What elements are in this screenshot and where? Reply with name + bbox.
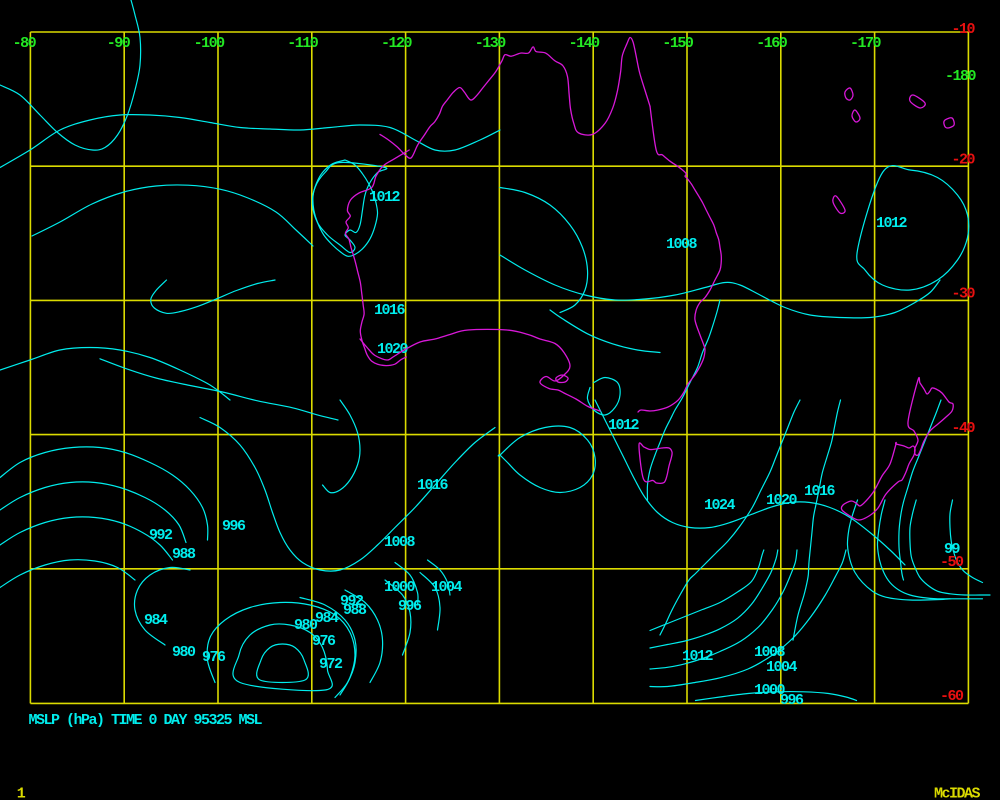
svg-text:984: 984	[315, 610, 339, 627]
svg-text:-10: -10	[952, 21, 976, 38]
svg-text:-170: -170	[850, 35, 882, 52]
svg-text:980: 980	[172, 644, 196, 661]
svg-text:-60: -60	[940, 688, 964, 705]
svg-text:1024: 1024	[704, 497, 736, 514]
svg-text:1016: 1016	[804, 483, 836, 500]
svg-text:-140: -140	[569, 35, 601, 52]
svg-text:1000: 1000	[384, 579, 416, 596]
svg-text:-180: -180	[945, 68, 977, 85]
svg-text:976: 976	[202, 649, 226, 666]
svg-text:1012: 1012	[369, 189, 401, 206]
svg-text:MSLP (hPa) TIME 0 DAY 95325 MS: MSLP (hPa) TIME 0 DAY 95325 MSL	[29, 712, 263, 729]
svg-text:1012: 1012	[682, 648, 714, 665]
svg-text:-30: -30	[952, 286, 976, 303]
svg-text:-50: -50	[940, 554, 964, 571]
svg-text:1004: 1004	[431, 579, 463, 596]
svg-text:996: 996	[780, 692, 804, 709]
svg-text:992: 992	[149, 527, 173, 544]
svg-text:1004: 1004	[766, 659, 798, 676]
svg-text:-90: -90	[107, 35, 131, 52]
svg-text:1016: 1016	[374, 302, 406, 319]
svg-text:996: 996	[398, 598, 422, 615]
svg-text:976: 976	[312, 633, 336, 650]
svg-text:-110: -110	[287, 35, 319, 52]
svg-text:1016: 1016	[417, 477, 449, 494]
svg-text:1012: 1012	[608, 417, 640, 434]
svg-text:1012: 1012	[876, 215, 908, 232]
svg-text:1020: 1020	[766, 492, 798, 509]
svg-text:984: 984	[144, 612, 168, 629]
svg-text:1008: 1008	[666, 236, 698, 253]
svg-text:-150: -150	[662, 35, 694, 52]
svg-text:-40: -40	[952, 420, 976, 437]
svg-text:-120: -120	[381, 35, 413, 52]
svg-text:1008: 1008	[384, 534, 416, 551]
svg-text:996: 996	[222, 518, 246, 535]
svg-text:988: 988	[172, 546, 196, 563]
svg-text:-100: -100	[194, 35, 226, 52]
svg-text:-160: -160	[756, 35, 788, 52]
svg-text:-20: -20	[952, 151, 976, 168]
svg-text:McIDAS: McIDAS	[934, 786, 981, 800]
svg-text:-80: -80	[13, 35, 37, 52]
svg-text:972: 972	[319, 656, 343, 673]
svg-text:988: 988	[343, 602, 367, 619]
svg-text:-130: -130	[475, 35, 507, 52]
